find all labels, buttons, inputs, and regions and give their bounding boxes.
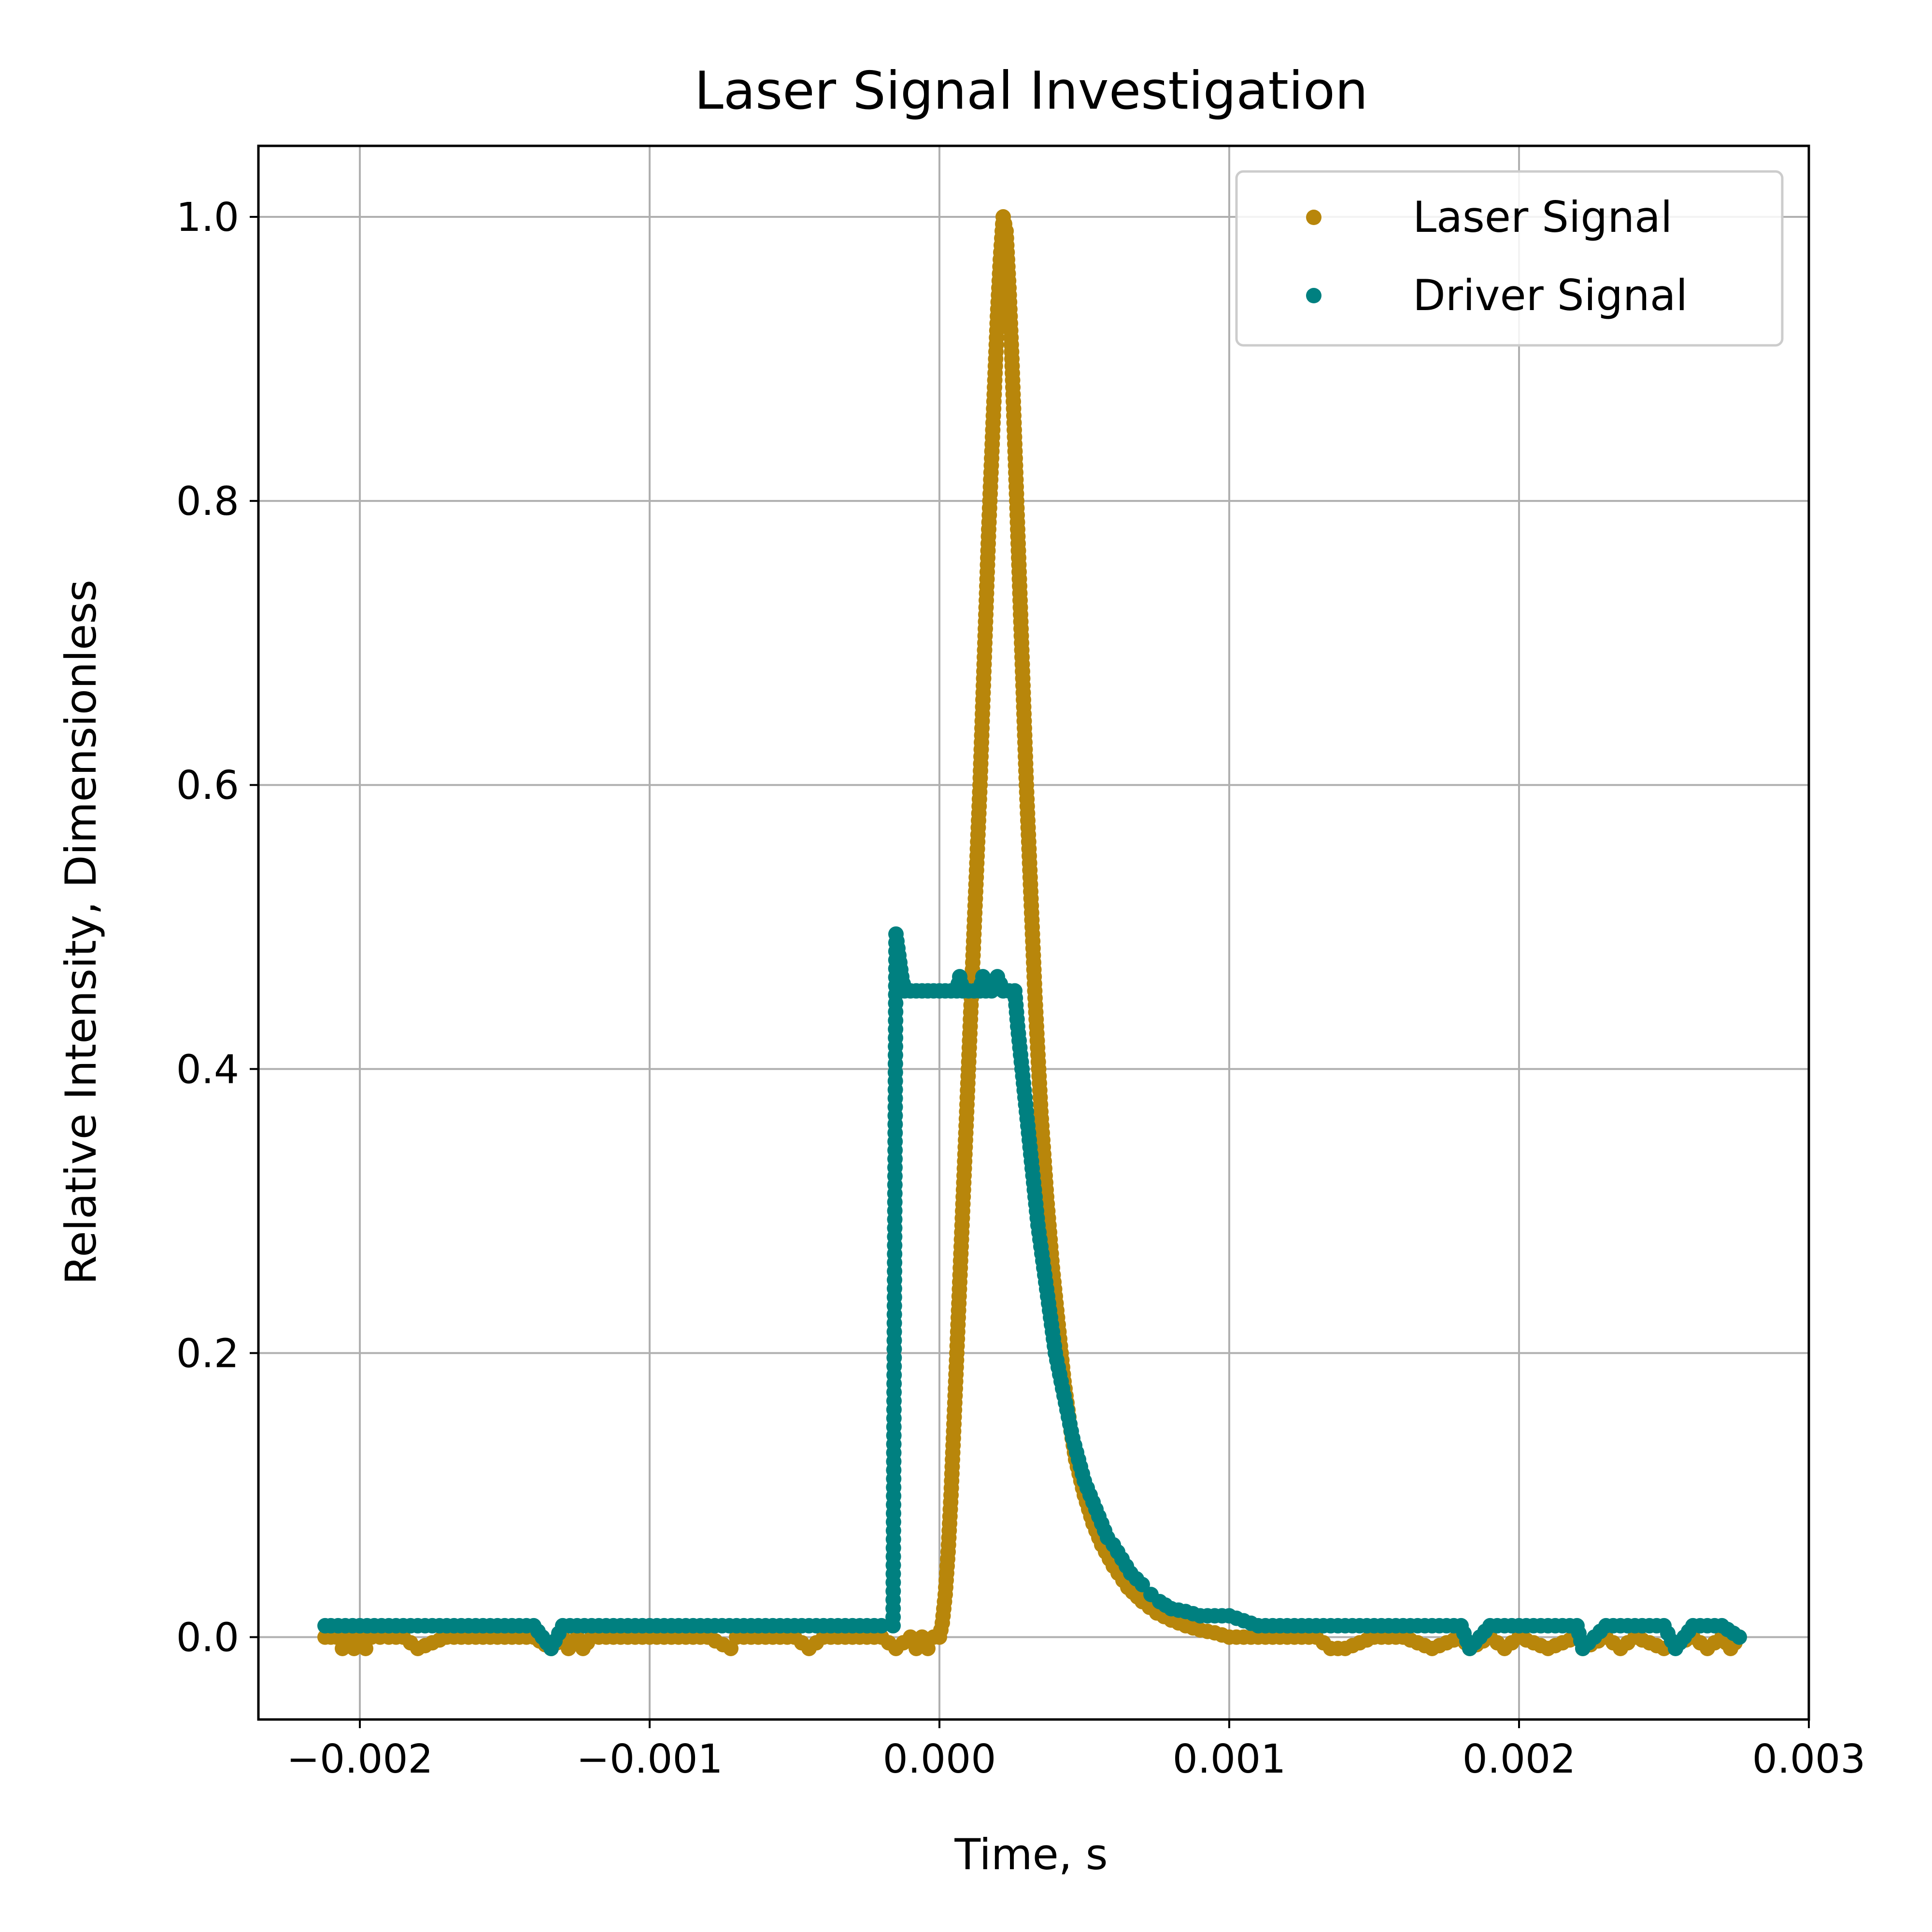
chart-title: Laser Signal Investigation bbox=[695, 61, 1368, 121]
y-tick-label: 0.2 bbox=[176, 1331, 239, 1377]
data-point bbox=[346, 1640, 362, 1656]
y-tick-label: 0.6 bbox=[176, 763, 239, 809]
x-tick-label: −0.001 bbox=[576, 1736, 723, 1782]
legend-marker-driver-signal bbox=[1306, 288, 1321, 303]
y-tick-label: 0.8 bbox=[176, 479, 239, 525]
legend-marker-laser-signal bbox=[1306, 210, 1321, 225]
data-point bbox=[909, 1640, 924, 1656]
legend: Laser Signal Driver Signal bbox=[1235, 170, 1784, 347]
plot-frame bbox=[257, 144, 1810, 1721]
data-point bbox=[329, 1629, 344, 1645]
series-1 bbox=[317, 926, 1747, 1656]
x-tick-label: 0.000 bbox=[883, 1736, 996, 1782]
data-point bbox=[914, 1629, 930, 1645]
data-point bbox=[903, 1629, 918, 1645]
legend-box bbox=[1235, 170, 1784, 347]
data-point bbox=[352, 1629, 368, 1645]
data-point bbox=[358, 1640, 373, 1656]
series-0 bbox=[317, 209, 1747, 1656]
y-tick-label: 0.4 bbox=[176, 1047, 239, 1093]
y-tick-label: 0.0 bbox=[176, 1615, 239, 1661]
x-axis-label: Time, s bbox=[954, 1830, 1108, 1879]
x-tick-label: 0.002 bbox=[1463, 1736, 1576, 1782]
x-tick-label: −0.002 bbox=[286, 1736, 433, 1782]
data-point bbox=[723, 1640, 739, 1656]
x-axis-ticks: −0.002 −0.001 0.000 0.001 0.002 0.003 bbox=[286, 1719, 1865, 1782]
y-axis-label: Relative Intensity, Dimensionless bbox=[56, 580, 106, 1285]
y-axis-ticks: 0.0 0.2 0.4 0.6 0.8 1.0 bbox=[176, 195, 258, 1661]
x-tick-label: 0.001 bbox=[1173, 1736, 1286, 1782]
legend-label-driver-signal: Driver Signal bbox=[1413, 270, 1688, 320]
data-point bbox=[874, 1618, 889, 1634]
data-point bbox=[1732, 1629, 1747, 1645]
data-point bbox=[1135, 1577, 1150, 1592]
data-points bbox=[317, 209, 1747, 1656]
legend-label-laser-signal: Laser Signal bbox=[1413, 192, 1672, 242]
data-point bbox=[335, 1640, 350, 1656]
y-tick-label: 1.0 bbox=[176, 195, 239, 241]
x-tick-label: 0.003 bbox=[1752, 1736, 1866, 1782]
data-point bbox=[920, 1640, 936, 1656]
